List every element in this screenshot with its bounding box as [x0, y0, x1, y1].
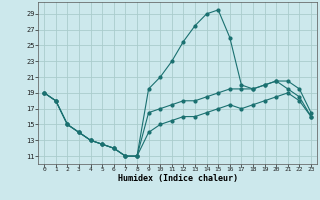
X-axis label: Humidex (Indice chaleur): Humidex (Indice chaleur)	[118, 174, 238, 183]
